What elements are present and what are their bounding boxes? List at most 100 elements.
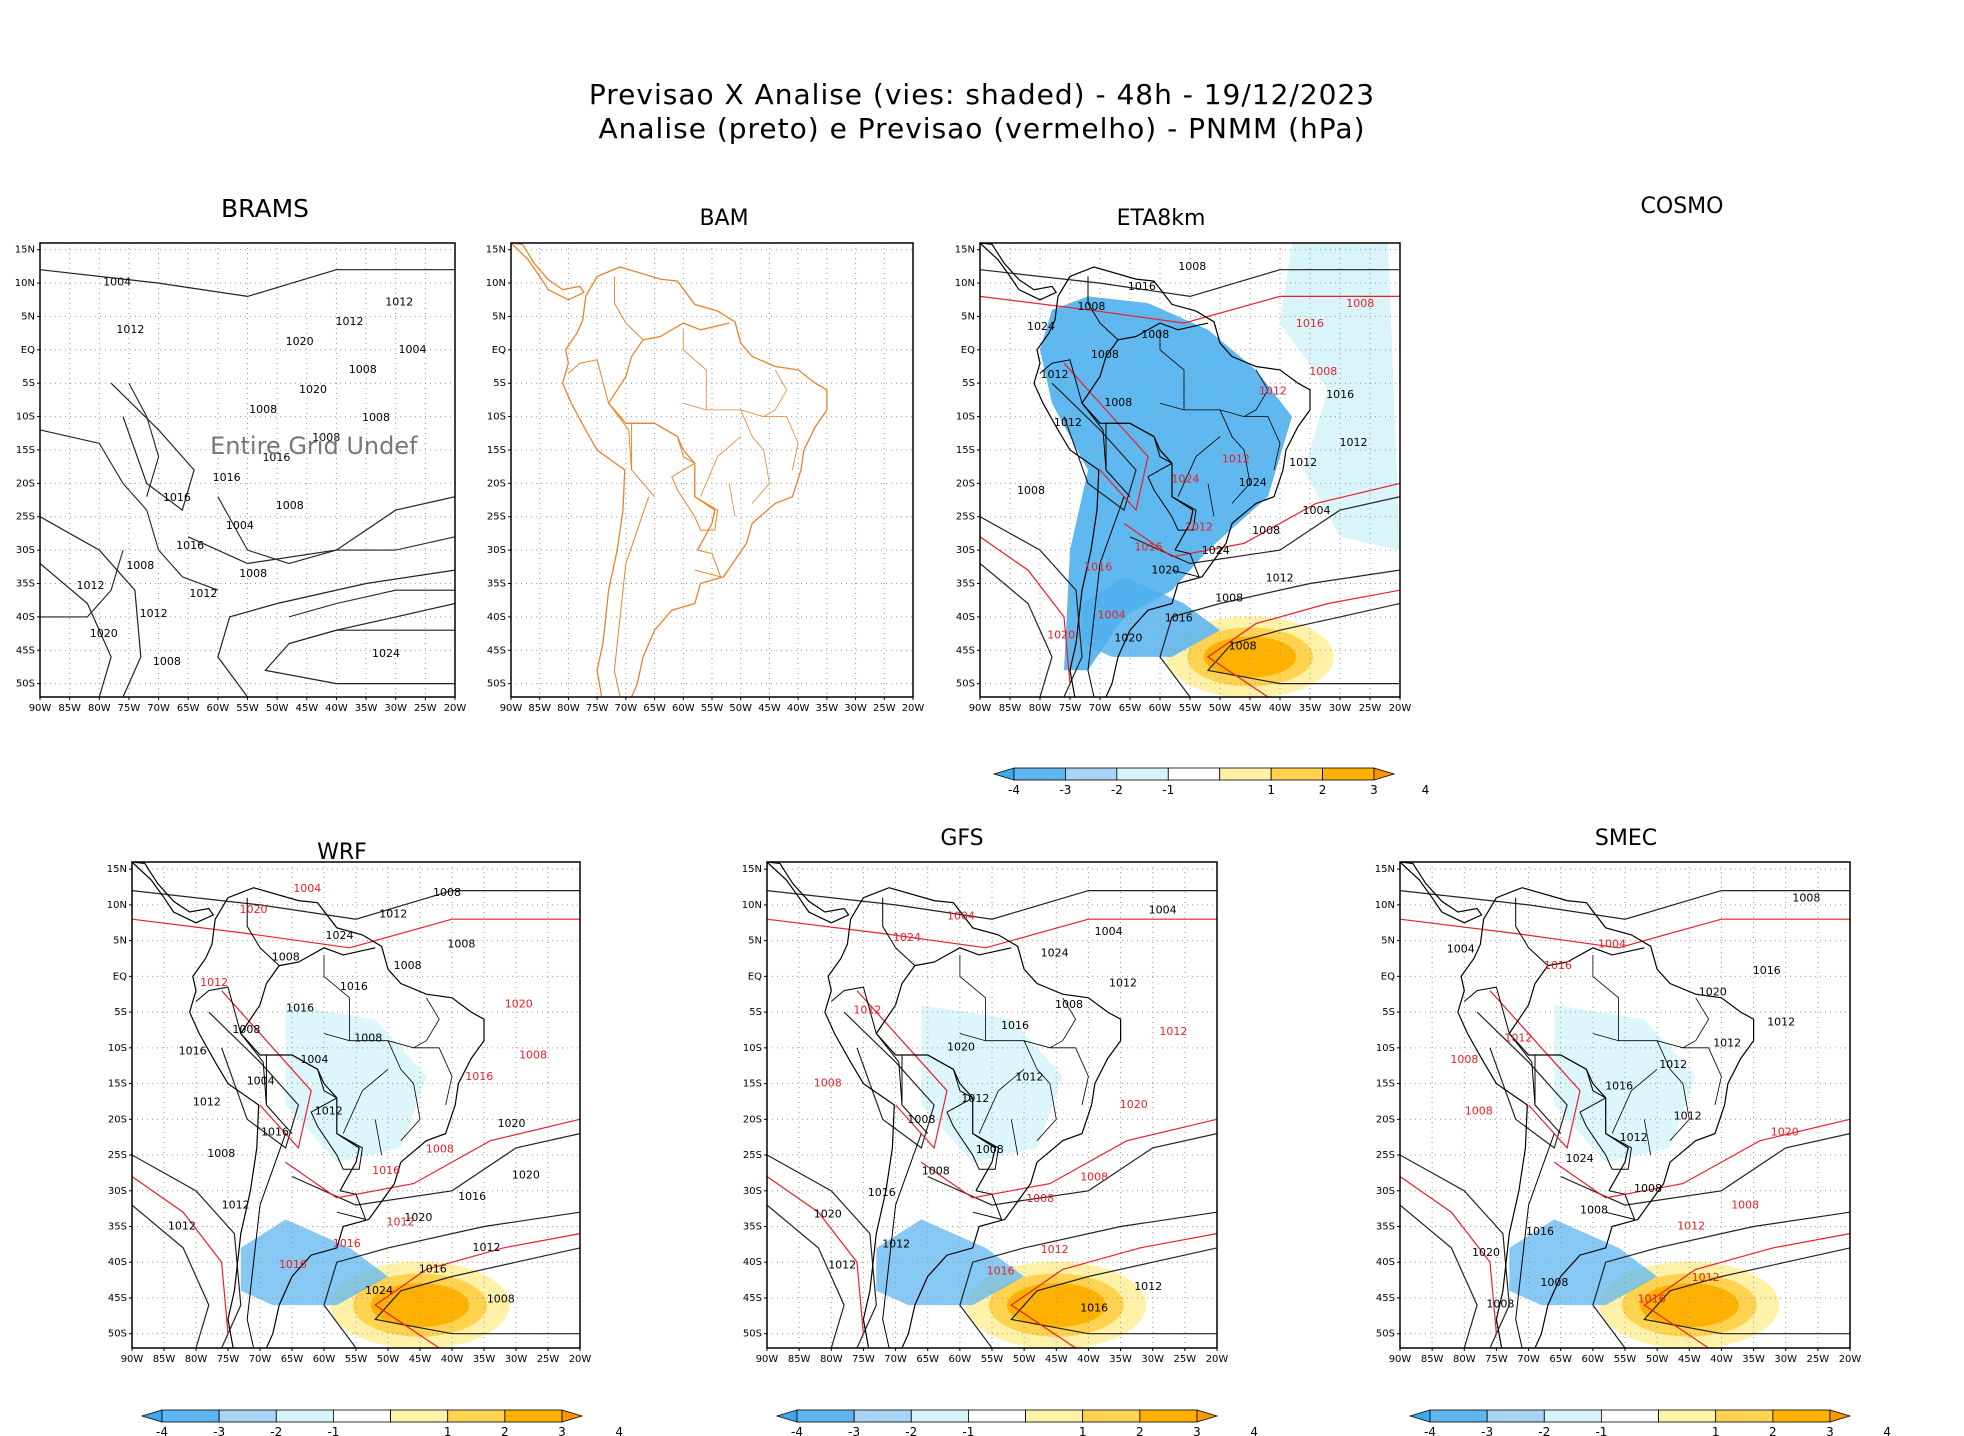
analysis-isobar-label: 1020 [512,1168,540,1181]
forecast-isobar-label: 1016 [1296,317,1324,330]
central-america-coastline [980,243,1058,301]
analysis-isobar [40,516,142,697]
analysis-isobar [208,1011,300,1149]
country-border [246,897,280,966]
lat-tick-label: 10N [486,278,506,289]
analysis-isobar [959,1211,1217,1348]
lon-tick-label: 65W [1549,1354,1572,1365]
panel-title-gfs: GFS [940,826,984,851]
analysis-isobar-label: 1016 [286,1002,314,1015]
south-america-coastline [824,887,1122,1348]
analysis-isobar [132,890,580,920]
analysis-isobar-label: 1004 [399,343,427,356]
lon-tick-label: 20W [444,703,467,714]
colorbar-box [1658,1409,1717,1423]
colorbar-box [1116,767,1169,781]
map-panel-bam: 15N 10N 5N EQ 5S 10S 15S 20S 25S 30S 35S 40S 45S 50S 9… [486,242,924,714]
colorbar-box [1013,767,1066,781]
state-border [1023,1040,1057,1141]
analysis-isobar-label: 1016 [1753,964,1781,977]
lat-tick-label: 45S [1376,1293,1395,1304]
map-panel-brams: 1012 1008 1008 1008 1008 1004 1012 1008 1004 1004… [15,242,467,714]
analysis-isobar-label: 1012 [1659,1058,1687,1071]
analysis-isobar-label: 1008 [1215,592,1243,605]
lon-tick-label: 65W [916,1354,939,1365]
analysis-isobar-label: 1008 [922,1165,950,1178]
forecast-isobar-label: 1012 [1677,1220,1705,1233]
analysis-isobar [217,496,455,565]
lon-tick-label: 70W [1089,703,1112,714]
analysis-isobar [40,549,124,618]
lat-tick-label: EQ [961,345,975,356]
lat-tick-label: 35S [16,579,35,590]
lat-tick-label: 5N [113,936,127,947]
analysis-isobar-label: 1020 [947,1041,975,1054]
lat-tick-label: 35S [487,579,506,590]
lat-tick-label: 15S [956,445,975,456]
lon-tick-label: 65W [281,1354,304,1365]
analysis-isobar [767,1204,845,1348]
state-border [700,456,719,497]
lon-tick-label: 50W [266,703,289,714]
analysis-isobar-label: 1016 [213,471,241,484]
map-content [132,862,580,1348]
analysis-isobar-label: 1024 [1239,476,1267,489]
analysis-isobar [767,1154,877,1348]
colorbar-box [1219,767,1272,781]
positive-bias-core [1203,636,1297,678]
analysis-isobar-label: 1020 [814,1207,842,1220]
lon-tick-label: 55W [236,703,259,714]
lat-tick-label: EQ [21,345,35,356]
analysis-isobar-label: 1012 [961,1092,989,1105]
lon-tick-label: 35W [1742,1354,1765,1365]
lat-tick-label: 10S [487,412,506,423]
south-america-coastline [562,266,828,697]
lon-tick-label: 70W [1517,1354,1540,1365]
lat-tick-label: 40S [108,1257,127,1268]
lon-tick-label: 20W [1206,1354,1229,1365]
analysis-isobar-label: 1008 [394,959,422,972]
map-content [40,243,455,697]
analysis-isobar-label: 1008 [1178,260,1206,273]
state-border [763,416,799,471]
state-border [413,1047,453,1106]
lat-tick-label: 5N [492,311,506,322]
analysis-isobar-label: 1012 [385,295,413,308]
country-border [882,897,916,966]
analysis-isobar-label: 1008 [447,937,475,950]
analysis-isobar-label: 1012 [140,607,168,620]
analysis-isobar-label: 1012 [1767,1015,1795,1028]
lat-tick-label: 10S [1376,1043,1395,1054]
analysis-isobar-label: 1020 [498,1117,526,1130]
lat-tick-label: 50S [956,679,975,690]
analysis-isobar-label: 1020 [1114,632,1142,645]
analysis-isobar [1206,602,1400,685]
lon-tick-label: 50W [1013,1354,1036,1365]
colorbar-extend-low [1408,1409,1431,1423]
lat-tick-label: 5S [962,378,975,389]
forecast-isobar-label: 1012 [1692,1271,1720,1284]
lat-tick-label: 35S [743,1222,762,1233]
forecast-isobar-label: 1016 [1135,541,1163,554]
figure-title-line1: Previsao X Analise (vies: shaded) - 48h … [588,78,1376,111]
map-content [767,862,1217,1348]
colorbar-tick-label: -3 [848,1425,860,1436]
colorbar-wrf: -4 -3 -2 -1 1 2 3 4 [140,1409,623,1436]
forecast-isobar-label: 1020 [1047,628,1075,641]
forecast-isobar-label: 1012 [853,1004,881,1017]
state-border [1049,1047,1089,1106]
country-border [671,462,719,531]
analysis-isobar-label: 1008 [239,567,267,580]
state-border [1611,1090,1632,1134]
forecast-isobar [1643,1233,1850,1348]
forecast-isobar-label: 1016 [1638,1292,1666,1305]
analysis-isobar-label: 1016 [1326,388,1354,401]
lon-tick-label: 70W [615,703,638,714]
country-border [830,986,903,1106]
lat-tick-label: 30S [16,545,35,556]
forecast-isobar-label: 1016 [987,1265,1015,1278]
analysis-isobar-label: 1008 [433,886,461,899]
analysis-isobar [128,382,160,497]
analysis-isobar [291,1133,580,1206]
analysis-isobar-label: 1016 [1165,612,1193,625]
